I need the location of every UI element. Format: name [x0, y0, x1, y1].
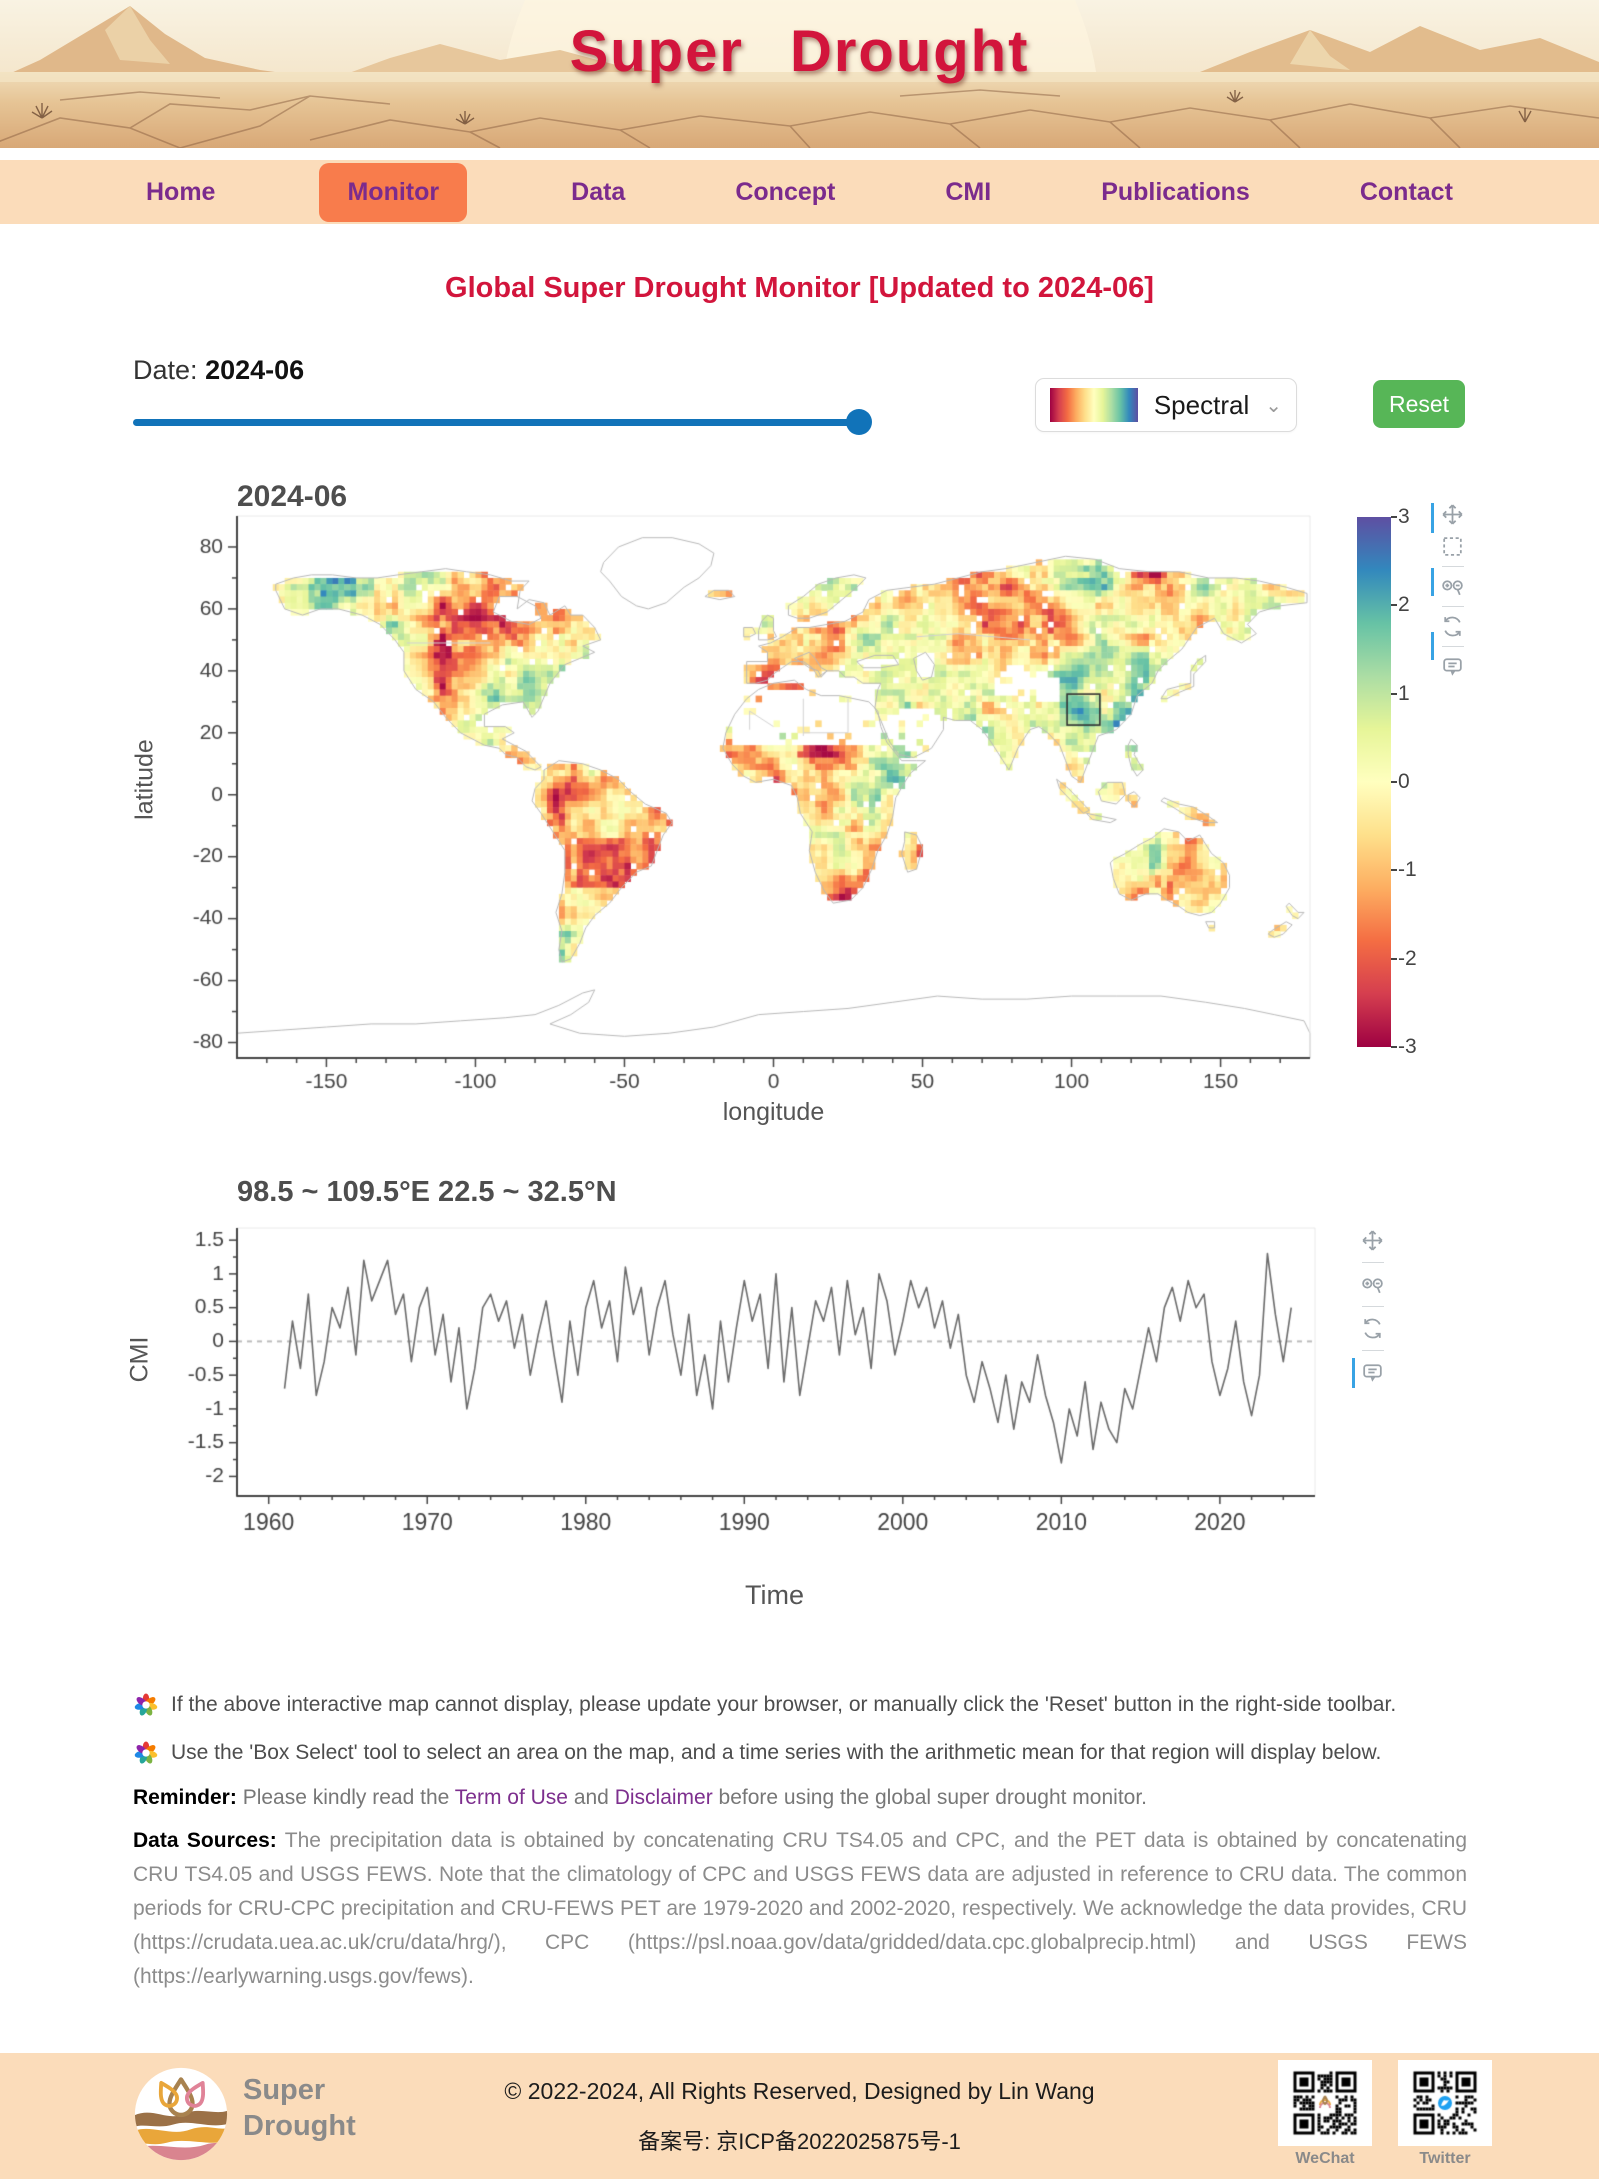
wechat-qr-card	[1278, 2060, 1372, 2146]
colorbar-tick-label: -1	[1398, 858, 1417, 882]
colorbar-tick-label: -3	[1398, 1035, 1417, 1058]
modebar-active-indicator	[1431, 503, 1434, 533]
colormap-swatch	[1050, 388, 1138, 422]
data-sources-paragraph: Data Sources: The precipitation data is …	[133, 1829, 1468, 1988]
term-of-use-link[interactable]: Term of Use	[454, 1786, 568, 1809]
modebar-separator	[1441, 646, 1464, 647]
nav-item-cmi[interactable]: CMI	[945, 177, 992, 206]
colorbar-tick-mark	[1391, 1046, 1397, 1048]
colorbar-tick-mark	[1391, 692, 1397, 695]
colorbar-tick-mark	[1391, 957, 1397, 960]
map-ylabel: latitude	[130, 739, 159, 820]
super-drought-logo	[134, 2067, 228, 2161]
hover-icon[interactable]	[1360, 1360, 1385, 1385]
hover-icon[interactable]	[1440, 654, 1465, 679]
reminder-label: Reminder:	[133, 1786, 237, 1809]
twitter-qr-card	[1398, 2060, 1492, 2146]
nav-item-concept[interactable]: Concept	[735, 177, 836, 206]
colorbar-tick-mark	[1391, 516, 1397, 518]
modebar-separator	[1441, 566, 1464, 567]
pan-icon[interactable]	[1360, 1228, 1385, 1253]
icp-line: 备案号: 京ICP备2022025875号-1	[638, 2129, 961, 2154]
modebar-active-indicator	[1431, 568, 1434, 596]
cmi-timeseries-chart[interactable]	[157, 1205, 1357, 1555]
modebar-separator	[1361, 1306, 1384, 1307]
note-line: If the above interactive map cannot disp…	[133, 1692, 1473, 1718]
box-select-icon[interactable]	[1440, 534, 1465, 559]
zoom-in-out-icon[interactable]	[1360, 1272, 1385, 1297]
timeseries-xlabel: Time	[745, 1580, 804, 1610]
date-label: Date: 2024-06	[133, 355, 305, 385]
colorbar-tick-label: 0	[1398, 770, 1410, 793]
footer-logo-text: Super Drought	[243, 2074, 356, 2142]
wechat-label: WeChat	[1295, 2150, 1355, 2167]
site-title-word1: Super	[569, 19, 744, 84]
reset-axes-icon[interactable]	[1360, 1316, 1385, 1341]
header-banner: Super Drought	[0, 0, 1599, 148]
colorbar	[1357, 517, 1391, 1047]
colorbar-tick-label: 3	[1398, 505, 1410, 528]
world-drought-heatmap[interactable]	[157, 496, 1357, 1116]
colorbar-tick-mark	[1391, 781, 1397, 783]
nav-item-monitor[interactable]: Monitor	[319, 162, 468, 222]
copyright-line: © 2022-2024, All Rights Reserved, Design…	[504, 2078, 1095, 2104]
nav-item-home[interactable]: Home	[146, 177, 216, 206]
colorbar-tick-mark	[1391, 869, 1397, 872]
date-slider-track[interactable]	[133, 419, 861, 426]
date-value: 2024-06	[205, 355, 305, 385]
timeseries-modebar	[1360, 1228, 1385, 1385]
colormap-select[interactable]: Spectral ⌄	[1035, 378, 1297, 432]
wechat-qr-code	[1288, 2066, 1362, 2140]
disclaimer-link[interactable]: Disclaimer	[614, 1786, 713, 1809]
pinwheel-icon	[134, 1741, 158, 1764]
nav-item-data[interactable]: Data	[571, 177, 626, 206]
timeseries-title: 98.5 ~ 109.5°E 22.5 ~ 32.5°N	[237, 1176, 617, 1208]
modebar-separator	[1361, 1350, 1384, 1351]
zoom-in-out-icon[interactable]	[1440, 574, 1465, 599]
map-modebar	[1440, 502, 1465, 679]
page-title: Global Super Drought Monitor [Updated to…	[445, 272, 1154, 304]
reminder-line: Reminder: Please kindly read the Term of…	[133, 1786, 1148, 1809]
reset-button[interactable]: Reset	[1373, 380, 1465, 428]
site-title-word2: Drought	[789, 19, 1030, 84]
timeseries-ylabel: CMI	[125, 1336, 154, 1383]
pan-icon[interactable]	[1440, 502, 1465, 527]
note-text: Use the 'Box Select' tool to select an a…	[171, 1741, 1382, 1764]
nav-item-contact[interactable]: Contact	[1359, 177, 1453, 206]
twitter-label: Twitter	[1419, 2150, 1471, 2167]
colorbar-tick-mark	[1391, 604, 1397, 607]
colorbar-tick-label: 1	[1398, 681, 1410, 705]
modebar-active-indicator	[1431, 632, 1434, 660]
colorbar-tick-label: 2	[1398, 593, 1410, 617]
note-line: Use the 'Box Select' tool to select an a…	[133, 1740, 1473, 1766]
colormap-label: Spectral	[1153, 389, 1250, 420]
twitter-qr-code	[1408, 2066, 1482, 2140]
pinwheel-icon	[134, 1693, 158, 1716]
main-nav: Home Monitor Data Concept CMI Publicatio…	[0, 160, 1599, 224]
modebar-separator	[1361, 1262, 1384, 1263]
reset-axes-icon[interactable]	[1440, 614, 1465, 639]
map-xlabel: longitude	[722, 1098, 825, 1126]
chevron-down-icon: ⌄	[1265, 394, 1282, 417]
desert-illustration	[0, 0, 1599, 148]
modebar-separator	[1441, 606, 1464, 607]
colorbar-tick-label: -2	[1398, 946, 1417, 970]
nav-item-publications[interactable]: Publications	[1101, 177, 1250, 206]
date-slider-handle[interactable]	[846, 409, 872, 435]
note-text: If the above interactive map cannot disp…	[171, 1693, 1397, 1716]
data-sources-label: Data Sources:	[133, 1829, 277, 1852]
modebar-active-indicator	[1352, 1358, 1355, 1388]
site-title: Super Drought	[0, 18, 1599, 85]
